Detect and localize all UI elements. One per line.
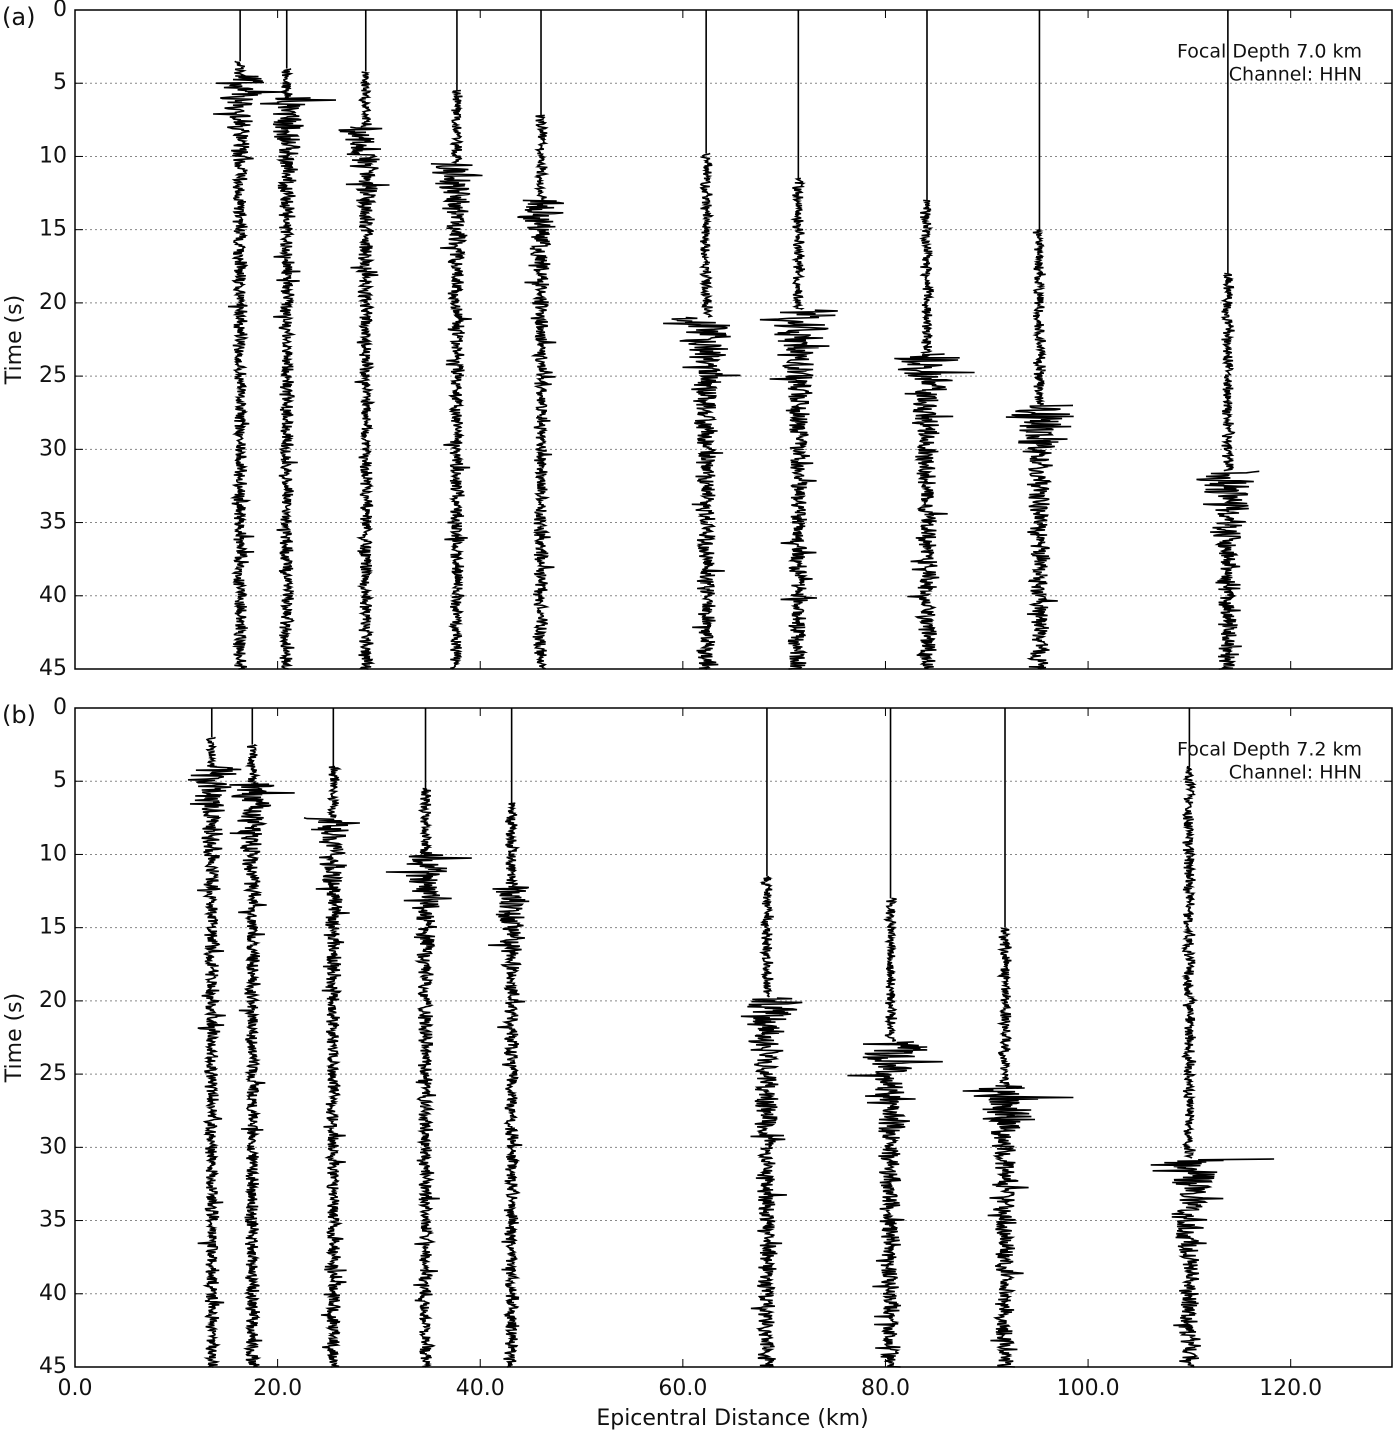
y-tick-label: 0 <box>53 0 67 22</box>
p-wave <box>1220 272 1236 472</box>
y-tick-label: 45 <box>39 1354 67 1379</box>
s-wave <box>303 817 360 1368</box>
s-wave <box>759 309 838 670</box>
p-wave <box>790 177 806 311</box>
p-wave <box>533 114 550 201</box>
annotation: Channel: HHN <box>1229 64 1362 86</box>
p-wave <box>417 787 433 855</box>
s-wave <box>338 126 390 670</box>
s-wave <box>663 316 741 670</box>
s-wave <box>488 885 530 1368</box>
s-wave <box>962 1085 1074 1368</box>
plot-frame <box>74 707 1393 1368</box>
y-tick-label: 40 <box>39 1281 67 1306</box>
y-tick-label: 25 <box>39 363 67 388</box>
annotation: Focal Depth 7.2 km <box>1177 739 1362 761</box>
y-tick-label: 10 <box>39 143 67 168</box>
y-tick-label: 20 <box>39 290 67 315</box>
p-wave <box>505 802 521 887</box>
y-tick-label: 35 <box>39 1208 67 1233</box>
s-wave <box>740 997 803 1368</box>
s-wave <box>260 97 337 670</box>
s-wave <box>1196 470 1260 670</box>
p-wave <box>1180 765 1199 1159</box>
y-tick-label: 5 <box>53 768 67 793</box>
y-tick-label: 45 <box>39 656 67 681</box>
y-tick-label: 30 <box>39 1134 67 1159</box>
p-wave <box>358 71 372 128</box>
panel-label: (a) <box>2 3 35 31</box>
plot-frame <box>74 9 1393 670</box>
annotation: Focal Depth 7.0 km <box>1177 41 1362 63</box>
p-wave <box>918 199 935 355</box>
p-wave <box>205 736 218 768</box>
s-wave <box>1150 1158 1275 1368</box>
y-tick-label: 20 <box>39 988 67 1013</box>
p-wave <box>1032 228 1047 406</box>
p-wave <box>234 60 247 77</box>
panel-label: (b) <box>2 701 36 729</box>
y-tick-label: 15 <box>39 915 67 940</box>
y-axis-label: Time (s) <box>2 993 27 1083</box>
y-axis-label: Time (s) <box>2 295 27 385</box>
y-tick-label: 35 <box>39 510 67 535</box>
y-tick-label: 5 <box>53 70 67 95</box>
p-wave <box>326 765 342 819</box>
s-wave <box>517 199 565 670</box>
y-tick-label: 30 <box>39 436 67 461</box>
x-axis-label: Epicentral Distance (km) <box>596 1406 868 1431</box>
s-wave <box>894 353 975 670</box>
s-wave <box>847 1041 943 1368</box>
p-wave <box>996 927 1013 1086</box>
y-tick-label: 10 <box>39 841 67 866</box>
p-wave <box>280 68 294 99</box>
y-tick-label: 40 <box>39 583 67 608</box>
s-wave <box>1005 404 1074 670</box>
x-tick-label: 80.0 <box>861 1376 910 1401</box>
x-tick-label: 120.0 <box>1259 1376 1322 1401</box>
annotation: Channel: HHN <box>1229 762 1362 784</box>
y-tick-label: 25 <box>39 1061 67 1086</box>
s-wave <box>430 163 483 670</box>
p-wave <box>883 897 898 1042</box>
s-wave <box>229 783 295 1368</box>
s-wave <box>187 765 242 1368</box>
s-wave <box>213 75 286 670</box>
s-wave <box>385 853 472 1368</box>
x-tick-label: 40.0 <box>456 1376 505 1401</box>
y-tick-label: 0 <box>53 695 67 720</box>
y-tick-label: 15 <box>39 217 67 242</box>
x-tick-label: 60.0 <box>658 1376 707 1401</box>
p-wave <box>698 152 715 318</box>
p-wave <box>244 743 261 785</box>
x-tick-label: 20.0 <box>253 1376 302 1401</box>
p-wave <box>449 89 464 164</box>
x-tick-label: 100.0 <box>1057 1376 1120 1401</box>
p-wave <box>759 875 774 998</box>
x-tick-label: 0.0 <box>58 1376 93 1401</box>
